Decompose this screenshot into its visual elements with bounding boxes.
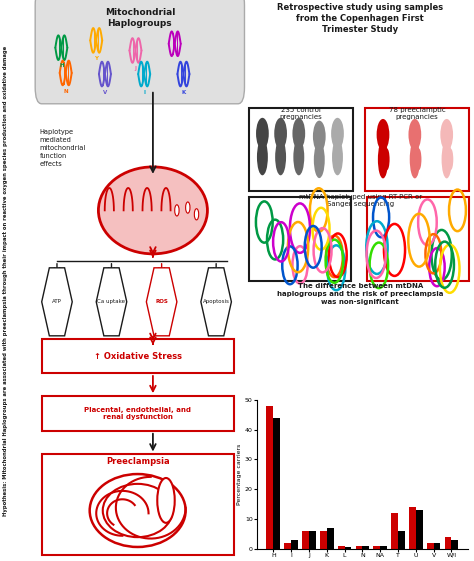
- Y-axis label: Percentage carriers: Percentage carriers: [237, 444, 242, 505]
- Text: Mitochondrial
Haplogroups: Mitochondrial Haplogroups: [105, 8, 175, 28]
- Circle shape: [175, 205, 179, 216]
- Text: Haplotype
mediated
mitochondrial
function
effects: Haplotype mediated mitochondrial functio…: [39, 129, 86, 167]
- Ellipse shape: [90, 474, 186, 547]
- FancyBboxPatch shape: [42, 396, 234, 431]
- Ellipse shape: [293, 139, 304, 175]
- Bar: [338, 546, 345, 549]
- FancyBboxPatch shape: [35, 0, 245, 104]
- Text: N: N: [64, 89, 68, 94]
- Text: V: V: [103, 90, 107, 95]
- Text: I: I: [143, 90, 145, 95]
- Bar: [363, 546, 369, 549]
- Bar: [374, 546, 380, 549]
- FancyBboxPatch shape: [367, 197, 469, 280]
- Bar: [409, 507, 416, 549]
- Text: H: H: [59, 63, 64, 68]
- Bar: [273, 418, 280, 549]
- Text: 235 control
pregnancies: 235 control pregnancies: [280, 107, 322, 120]
- Bar: [302, 531, 309, 549]
- Circle shape: [292, 118, 305, 149]
- Bar: [398, 531, 405, 549]
- Bar: [434, 542, 440, 549]
- Text: Preeclampsia: Preeclampsia: [106, 457, 170, 466]
- Bar: [345, 547, 351, 549]
- Ellipse shape: [314, 141, 325, 178]
- Ellipse shape: [417, 149, 421, 170]
- Circle shape: [409, 119, 421, 150]
- Text: ATP: ATP: [52, 300, 62, 304]
- Ellipse shape: [275, 139, 286, 175]
- Circle shape: [313, 121, 326, 152]
- Circle shape: [377, 119, 389, 150]
- FancyBboxPatch shape: [365, 108, 469, 191]
- FancyBboxPatch shape: [42, 339, 234, 373]
- Bar: [320, 531, 327, 549]
- Ellipse shape: [332, 139, 343, 175]
- Bar: [309, 531, 316, 549]
- Circle shape: [440, 119, 453, 150]
- Bar: [445, 537, 451, 549]
- Text: Ca uptake: Ca uptake: [98, 300, 126, 304]
- Ellipse shape: [410, 140, 420, 178]
- Bar: [451, 540, 458, 549]
- Text: 78 preeclamptic
pregnancies: 78 preeclamptic pregnancies: [389, 107, 446, 120]
- Bar: [416, 510, 423, 549]
- FancyBboxPatch shape: [249, 108, 354, 191]
- Circle shape: [186, 202, 190, 213]
- Circle shape: [274, 118, 287, 149]
- Bar: [391, 513, 398, 549]
- Text: Apoptosis: Apoptosis: [203, 300, 229, 304]
- FancyBboxPatch shape: [42, 454, 234, 555]
- Text: ROS: ROS: [155, 300, 168, 304]
- Ellipse shape: [384, 149, 390, 170]
- Bar: [356, 546, 362, 549]
- Bar: [266, 406, 273, 549]
- Ellipse shape: [103, 484, 173, 537]
- Text: K: K: [182, 90, 185, 95]
- Bar: [427, 542, 434, 549]
- Text: ↑ Oxidative Stress: ↑ Oxidative Stress: [94, 352, 182, 361]
- Circle shape: [331, 118, 344, 149]
- Text: Hypothesis: Mitochondrial Haplogroups are associated with preeclampsia through t: Hypothesis: Mitochondrial Haplogroups ar…: [3, 45, 8, 516]
- Bar: [327, 528, 334, 549]
- Circle shape: [157, 478, 175, 523]
- Circle shape: [194, 209, 199, 220]
- Bar: [284, 542, 291, 549]
- Text: mtDNA haplotyped using RT-PCR or
Sanger sequencing: mtDNA haplotyped using RT-PCR or Sanger …: [299, 194, 422, 207]
- FancyBboxPatch shape: [249, 197, 351, 280]
- Ellipse shape: [99, 167, 208, 254]
- Bar: [291, 540, 298, 549]
- Text: Placental, endothelial, and
renal dysfunction: Placental, endothelial, and renal dysfun…: [84, 407, 191, 420]
- Ellipse shape: [378, 140, 388, 178]
- Text: J: J: [135, 66, 137, 71]
- Ellipse shape: [448, 149, 453, 170]
- Bar: [380, 546, 387, 549]
- Ellipse shape: [257, 139, 268, 175]
- Circle shape: [256, 118, 269, 149]
- Ellipse shape: [442, 140, 452, 178]
- Text: The difference between mtDNA
haplogroups and the risk of preeclampsia
was non-si: The difference between mtDNA haplogroups…: [277, 283, 444, 305]
- Text: Y: Y: [94, 56, 98, 61]
- Text: Retrospective study using samples
from the Copenhagen First
Trimester Study: Retrospective study using samples from t…: [277, 3, 443, 34]
